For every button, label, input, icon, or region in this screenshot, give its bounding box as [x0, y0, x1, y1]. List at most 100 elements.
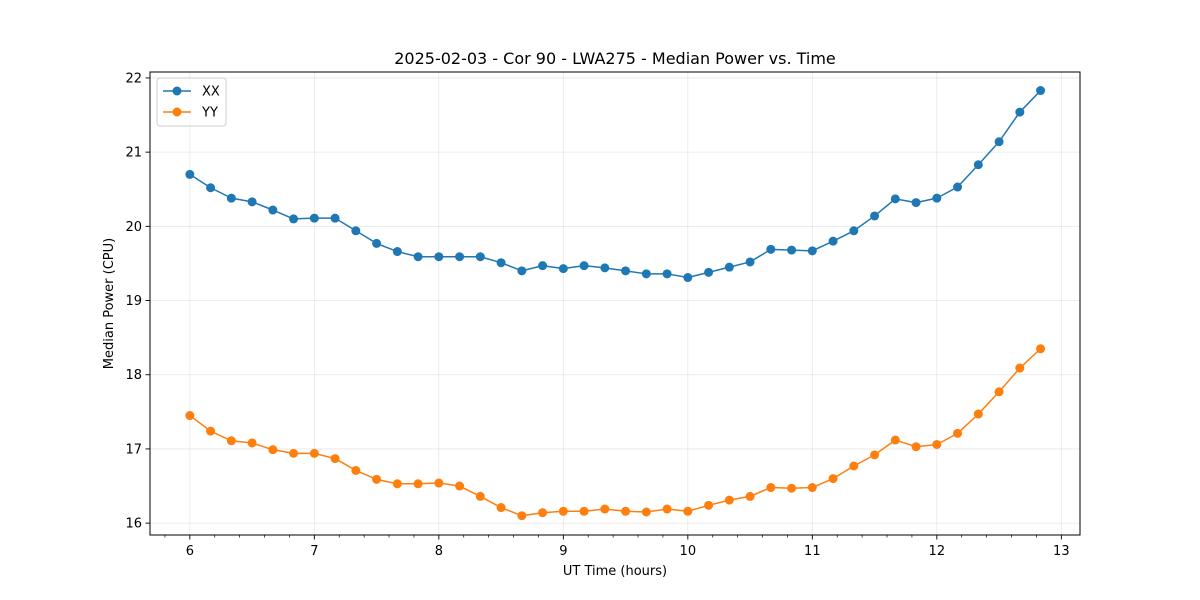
- data-point-xx: [621, 266, 631, 276]
- data-point-yy: [206, 426, 216, 436]
- data-point-yy: [662, 504, 672, 514]
- data-point-xx: [890, 194, 900, 204]
- data-point-xx: [392, 247, 402, 257]
- data-point-yy: [226, 436, 236, 446]
- chart-title: 2025-02-03 - Cor 90 - LWA275 - Median Po…: [394, 49, 836, 68]
- data-point-xx: [455, 252, 465, 262]
- data-point-xx: [351, 226, 361, 236]
- data-point-xx: [745, 257, 755, 267]
- data-point-yy: [766, 483, 776, 493]
- data-point-yy: [475, 491, 485, 501]
- data-point-xx: [1036, 86, 1046, 96]
- x-axis-label: UT Time (hours): [563, 564, 667, 579]
- y-tick-label: 20: [125, 220, 142, 235]
- data-point-xx: [413, 252, 423, 262]
- data-point-xx: [724, 262, 734, 272]
- data-point-xx: [807, 246, 817, 256]
- data-point-xx: [1015, 107, 1025, 117]
- data-point-yy: [870, 450, 880, 460]
- data-point-yy: [932, 439, 942, 449]
- data-point-xx: [434, 252, 444, 262]
- data-point-xx: [973, 160, 983, 170]
- data-point-yy: [558, 506, 568, 516]
- series-layer: [185, 86, 1046, 521]
- data-point-xx: [953, 182, 963, 192]
- data-point-yy: [973, 409, 983, 419]
- data-point-yy: [496, 503, 506, 513]
- legend: XX YY: [156, 77, 227, 127]
- series-line-yy: [189, 348, 1042, 517]
- legend-marker-yy: [172, 107, 182, 117]
- data-point-xx: [330, 213, 340, 223]
- data-point-xx: [600, 263, 610, 273]
- x-tick-label: 7: [310, 544, 318, 559]
- data-point-xx: [683, 273, 693, 283]
- data-point-yy: [289, 448, 299, 458]
- data-point-yy: [517, 511, 527, 521]
- data-point-yy: [538, 508, 548, 518]
- y-tick-label: 16: [125, 517, 142, 532]
- y-tick-label: 17: [125, 442, 142, 457]
- data-point-xx: [268, 205, 278, 215]
- x-tick-label: 6: [186, 544, 194, 559]
- data-point-xx: [911, 198, 921, 208]
- data-point-xx: [372, 238, 382, 248]
- data-point-xx: [247, 197, 257, 207]
- y-axis-label: Median Power (CPU): [102, 238, 117, 369]
- data-point-xx: [475, 252, 485, 262]
- data-point-xx: [538, 261, 548, 271]
- data-point-xx: [226, 193, 236, 203]
- data-point-xx: [766, 244, 776, 254]
- x-tick-label: 11: [804, 544, 821, 559]
- data-point-xx: [828, 236, 838, 246]
- data-point-xx: [206, 183, 216, 193]
- data-point-yy: [579, 506, 589, 516]
- data-point-xx: [185, 169, 195, 179]
- data-point-yy: [455, 481, 465, 491]
- data-point-xx: [787, 245, 797, 255]
- plot-frame: [149, 71, 1081, 536]
- data-point-yy: [392, 479, 402, 489]
- data-point-yy: [745, 491, 755, 501]
- data-point-yy: [828, 474, 838, 484]
- data-point-yy: [890, 435, 900, 445]
- y-tick-label: 22: [125, 71, 142, 86]
- data-point-xx: [579, 261, 589, 271]
- legend-marker-xx: [172, 86, 182, 96]
- data-point-yy: [330, 454, 340, 464]
- legend-label-xx: XX: [202, 85, 220, 100]
- x-tick-label: 12: [929, 544, 946, 559]
- data-point-xx: [662, 269, 672, 279]
- x-tick-label: 10: [680, 544, 697, 559]
- data-point-xx: [496, 258, 506, 268]
- data-point-yy: [849, 461, 859, 471]
- x-tick-label: 8: [435, 544, 443, 559]
- data-point-yy: [247, 438, 257, 448]
- y-tick-label: 18: [125, 368, 142, 383]
- x-tick-label: 9: [559, 544, 567, 559]
- data-point-yy: [413, 479, 423, 489]
- data-point-yy: [641, 507, 651, 517]
- y-tick-label: 21: [125, 146, 142, 161]
- data-point-xx: [309, 213, 319, 223]
- data-point-xx: [849, 226, 859, 236]
- data-point-yy: [724, 495, 734, 505]
- data-point-yy: [351, 465, 361, 475]
- data-point-yy: [911, 442, 921, 452]
- data-point-yy: [185, 411, 195, 421]
- data-point-xx: [932, 193, 942, 203]
- data-point-yy: [807, 483, 817, 493]
- data-point-xx: [994, 137, 1004, 147]
- data-point-yy: [372, 474, 382, 484]
- data-point-xx: [517, 266, 527, 276]
- legend-label-yy: YY: [201, 106, 218, 121]
- data-point-yy: [621, 506, 631, 516]
- grid: [150, 72, 1080, 535]
- data-point-xx: [558, 264, 568, 274]
- data-point-yy: [994, 387, 1004, 397]
- data-point-xx: [289, 214, 299, 224]
- data-point-xx: [641, 269, 651, 279]
- data-point-yy: [953, 428, 963, 438]
- y-tick-label: 19: [125, 294, 142, 309]
